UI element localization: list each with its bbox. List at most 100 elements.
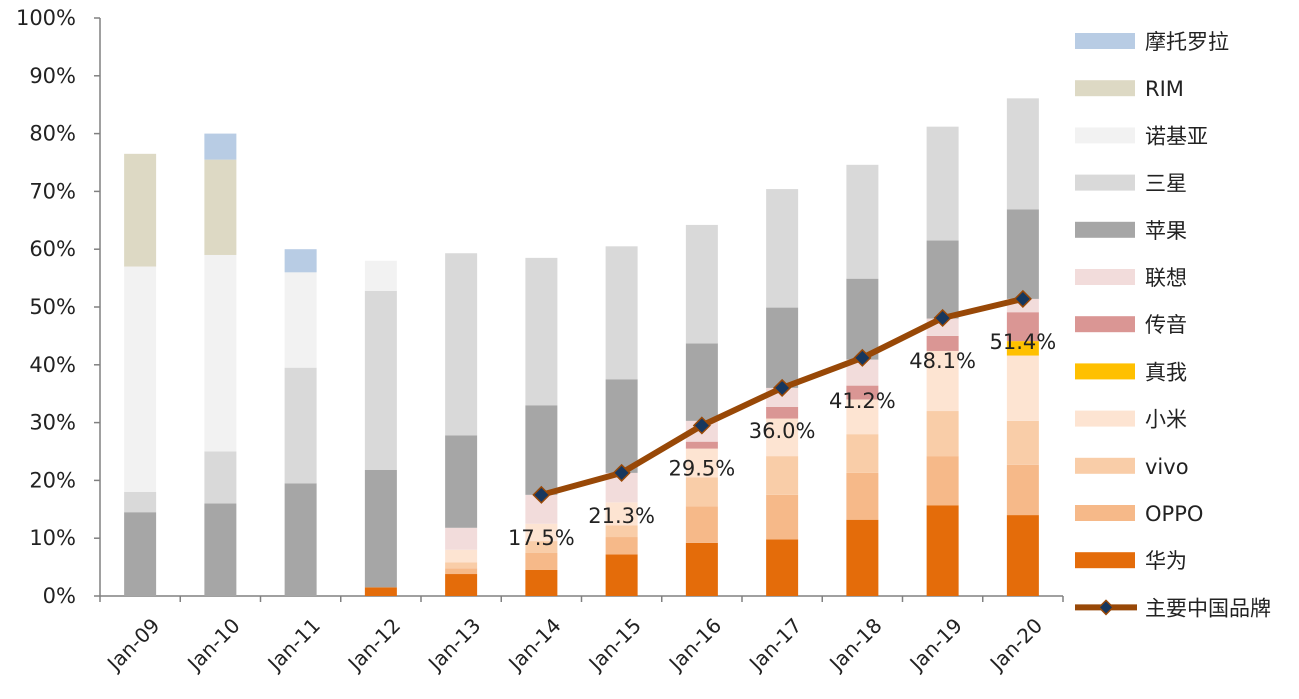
bars bbox=[124, 98, 1039, 596]
bar-segment bbox=[445, 435, 478, 528]
legend-label: 联想 bbox=[1145, 266, 1187, 290]
legend-label: 小米 bbox=[1145, 408, 1187, 432]
bar-segment bbox=[846, 434, 879, 473]
x-tick-label: Jan-16 bbox=[663, 613, 726, 676]
bar-segment bbox=[766, 406, 799, 419]
legend-label: 三星 bbox=[1145, 172, 1187, 196]
x-tick-label: Jan-15 bbox=[583, 613, 646, 676]
legend-label: 真我 bbox=[1145, 360, 1187, 384]
legend-swatch bbox=[1075, 221, 1135, 238]
bar-segment bbox=[1006, 209, 1039, 299]
y-tick-label: 100% bbox=[16, 6, 76, 30]
data-labels: 17.5% 21.3% 29.5% 36.0% 41.2% 48.1% 51.4% bbox=[508, 330, 1056, 550]
bar-segment bbox=[926, 126, 959, 241]
bar-segment bbox=[1006, 355, 1039, 421]
bar-segment bbox=[1006, 515, 1039, 596]
x-tick-label: Jan-09 bbox=[101, 613, 164, 676]
bar-segment bbox=[605, 246, 638, 380]
bar-segment bbox=[445, 549, 478, 563]
bar-segment bbox=[926, 505, 959, 596]
bar-segment bbox=[685, 343, 718, 421]
bar-segment bbox=[204, 159, 237, 255]
legend-swatch bbox=[1075, 269, 1135, 285]
bar-segment bbox=[1006, 341, 1039, 356]
bar-segment bbox=[525, 405, 558, 495]
bar-segment bbox=[1006, 464, 1039, 516]
bar-segment bbox=[605, 537, 638, 555]
legend-swatch bbox=[1075, 505, 1135, 521]
data-label: 29.5% bbox=[669, 456, 736, 480]
line-marker bbox=[612, 463, 631, 482]
bar-segment bbox=[445, 562, 478, 569]
bar-segment bbox=[685, 477, 718, 507]
legend-swatch bbox=[1075, 410, 1135, 427]
legend-swatch bbox=[1075, 363, 1135, 380]
x-tick-label: Jan-14 bbox=[502, 613, 565, 676]
bar-segment bbox=[846, 164, 879, 279]
legend-label: 诺基亚 bbox=[1145, 124, 1208, 148]
bar-segment bbox=[284, 249, 317, 273]
bar-segment bbox=[926, 411, 959, 457]
bar-segment bbox=[766, 539, 799, 596]
bar-segment bbox=[605, 554, 638, 596]
line-marker bbox=[853, 348, 872, 367]
bar-segment bbox=[204, 133, 237, 160]
bar-segment bbox=[766, 189, 799, 308]
bar-segment bbox=[605, 502, 638, 526]
x-tick-label: Jan-17 bbox=[743, 613, 806, 676]
bar-segment bbox=[846, 278, 879, 360]
data-label: 41.2% bbox=[829, 389, 896, 413]
x-tick-label: Jan-10 bbox=[181, 613, 244, 676]
legend-label: OPPO bbox=[1145, 502, 1203, 526]
legend-label: 苹果 bbox=[1145, 219, 1187, 243]
line-marker bbox=[692, 416, 711, 435]
bar-segment bbox=[364, 290, 397, 470]
bar-segment bbox=[124, 153, 157, 267]
data-label: 36.0% bbox=[749, 419, 816, 443]
y-tick-label: 60% bbox=[29, 237, 76, 261]
bar-segment bbox=[445, 253, 478, 436]
legend-swatch bbox=[1075, 33, 1135, 49]
legend-marker bbox=[1097, 599, 1115, 616]
y-tick-label: 40% bbox=[29, 353, 76, 377]
bar-segment bbox=[445, 568, 478, 575]
legend-swatch bbox=[1075, 127, 1135, 144]
bar-segment bbox=[846, 519, 879, 596]
bar-segment bbox=[124, 266, 157, 492]
x-tick-label: Jan-20 bbox=[984, 613, 1047, 676]
legend-swatch bbox=[1075, 80, 1135, 97]
line-marker bbox=[1013, 289, 1032, 308]
x-tick-label: Jan-12 bbox=[342, 613, 405, 676]
legend-swatch bbox=[1075, 552, 1135, 569]
bar-segment bbox=[525, 552, 558, 570]
y-tick-label: 20% bbox=[29, 468, 76, 492]
bar-segment bbox=[445, 574, 478, 596]
bar-segment bbox=[284, 272, 317, 368]
bar-segment bbox=[846, 472, 879, 520]
bar-segment bbox=[525, 257, 558, 406]
bar-segment bbox=[926, 350, 959, 412]
y-tick-label: 30% bbox=[29, 411, 76, 435]
bar-segment bbox=[364, 587, 397, 596]
bar-segment bbox=[846, 399, 879, 435]
legend-label: 摩托罗拉 bbox=[1145, 30, 1229, 54]
legend-label: 华为 bbox=[1145, 549, 1187, 573]
bar-segment bbox=[685, 448, 718, 478]
bar-segment bbox=[1006, 98, 1039, 210]
bar-segment bbox=[284, 367, 317, 484]
y-tick-label: 90% bbox=[29, 64, 76, 88]
bar-segment bbox=[204, 451, 237, 504]
x-tick-label: Jan-19 bbox=[904, 613, 967, 676]
bar-segment bbox=[525, 541, 558, 553]
legend-label: vivo bbox=[1145, 455, 1189, 479]
bar-segment bbox=[525, 523, 558, 542]
bar-segment bbox=[685, 506, 718, 543]
bar-segment bbox=[284, 483, 317, 596]
legend-swatch bbox=[1075, 316, 1135, 333]
data-label: 21.3% bbox=[588, 504, 655, 528]
legend-label: 主要中国品牌 bbox=[1145, 596, 1271, 620]
china-brands-line bbox=[532, 289, 1032, 504]
bar-segment bbox=[605, 379, 638, 473]
y-tick-label: 50% bbox=[29, 295, 76, 319]
